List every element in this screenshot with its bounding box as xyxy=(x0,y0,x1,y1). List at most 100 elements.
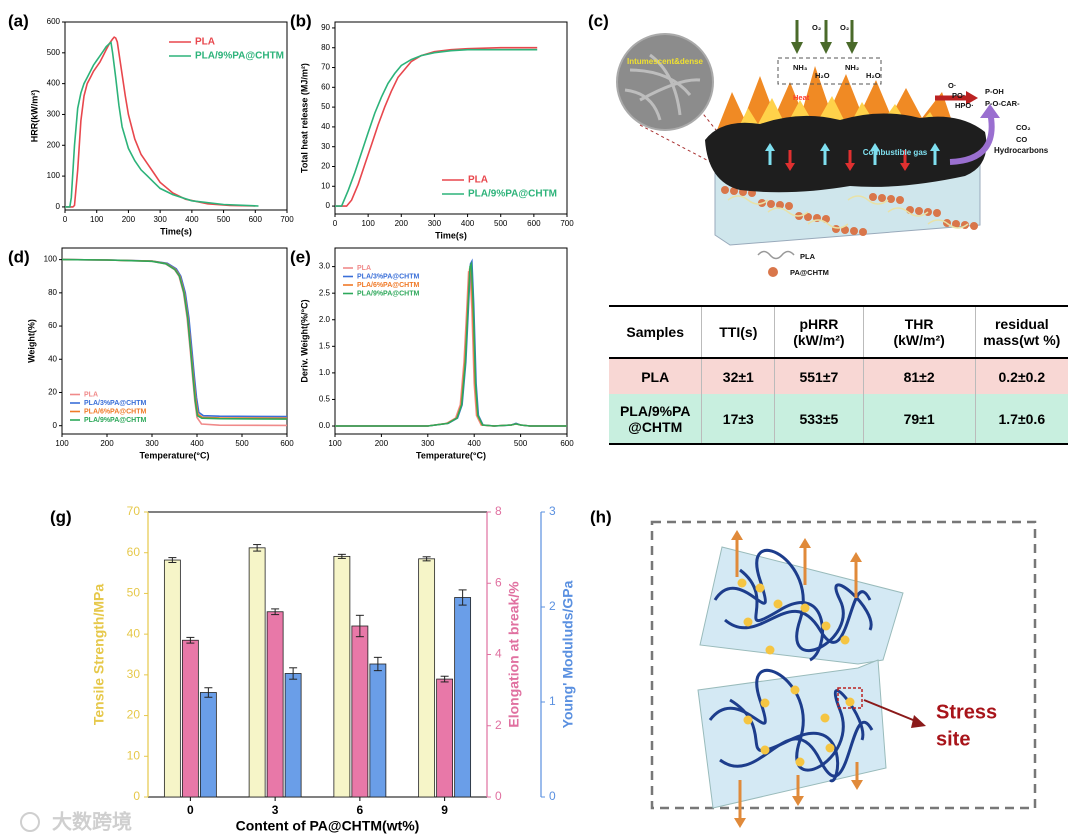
y-tick-label: 2 xyxy=(495,718,502,732)
x-tick-label: 200 xyxy=(395,219,409,228)
crosslink xyxy=(845,697,855,707)
cell: PLA/9%PA @CHTM xyxy=(619,402,691,435)
x-tick-label: 400 xyxy=(468,439,482,448)
diagram-label: O₂ xyxy=(812,23,821,32)
panel-label: (g) xyxy=(50,507,72,526)
stress-arrowhead xyxy=(799,538,811,548)
crosslink xyxy=(737,578,747,588)
y-tick-label: 400 xyxy=(47,79,61,88)
filler-particle xyxy=(878,194,886,202)
crosslink xyxy=(800,603,810,613)
polymer-chain xyxy=(887,207,929,217)
stress-arrowhead xyxy=(851,780,863,790)
diagram-label: O₂ xyxy=(840,23,849,32)
sem-texture xyxy=(649,53,682,116)
legend-label: PLA xyxy=(195,37,215,48)
table-header: Samples TTI(s) pHRR (kW/m²) THR (kW/m²) … xyxy=(609,306,1068,358)
x-axis-label: Time(s) xyxy=(160,226,192,236)
y-tick-label: 0.5 xyxy=(319,395,331,404)
series-line xyxy=(65,41,259,208)
bar xyxy=(418,558,436,798)
x-tick-label: 600 xyxy=(560,439,574,448)
y-tick-label: 70 xyxy=(321,63,330,72)
series-line xyxy=(65,36,256,208)
y-tick-label: 2.0 xyxy=(319,315,331,324)
legend-chain xyxy=(757,250,795,260)
annotation: site xyxy=(936,728,970,750)
stress-arrowhead xyxy=(734,818,746,828)
diagram-label: O· xyxy=(948,81,956,90)
polymer-chain xyxy=(767,207,809,217)
y-tick-label: 8 xyxy=(495,504,502,518)
y-tick-label: 0 xyxy=(53,421,58,430)
x-tick-label: 200 xyxy=(375,439,389,448)
plot-frame xyxy=(334,247,568,435)
cell: PLA xyxy=(641,368,670,385)
panel-label: (c) xyxy=(588,11,609,30)
x-tick-label: 600 xyxy=(249,215,263,224)
gas-arrowhead xyxy=(765,143,775,151)
y-axis-label: Deriv. Weight(%/°C) xyxy=(299,299,309,382)
diagram-label: NH₃ xyxy=(793,63,808,72)
watermark-logo xyxy=(20,812,40,832)
y-tick-label: 1.0 xyxy=(319,368,331,377)
polymer-chain xyxy=(727,195,769,205)
x-tick-label: 300 xyxy=(421,439,435,448)
diagram-label: P-OH xyxy=(985,87,1004,96)
diagram-label: Hydrocarbons xyxy=(994,146,1049,155)
header-cell: residual mass(wt %) xyxy=(974,306,1068,358)
legend-label: PLA/6%PA@CHTM xyxy=(357,282,419,289)
y-tick-label: 20 xyxy=(48,388,57,397)
diagram-label: PO· xyxy=(952,91,965,100)
x-axis-label: Temperature(°C) xyxy=(416,450,486,460)
legend-label: PLA/9%PA@CHTM xyxy=(195,51,284,62)
y-tick-label: 20 xyxy=(127,708,141,722)
stress-arrowhead xyxy=(731,530,743,540)
panel-label: (h) xyxy=(590,507,612,526)
polymer-chain xyxy=(713,548,873,652)
x-tick-label: 400 xyxy=(461,219,475,228)
polymer-chain xyxy=(927,219,969,229)
x-tick-label: 3 xyxy=(272,803,279,817)
filler-particle xyxy=(952,220,960,228)
y-tick-label: 0 xyxy=(549,789,556,803)
y-tick-label: 200 xyxy=(47,140,61,149)
crosslink xyxy=(825,743,835,753)
heat-arrowhead xyxy=(900,163,910,171)
header-cell: THR (kW/m²) xyxy=(862,306,976,358)
filler-particle xyxy=(804,213,812,221)
filler-particle xyxy=(869,193,877,201)
y-axis-label: Young' Moduluds/GPa xyxy=(560,580,576,728)
filler-particle xyxy=(785,202,793,210)
legend-label: PLA/9%PA@CHTM xyxy=(468,189,557,200)
y-tick-label: 40 xyxy=(127,626,141,640)
y-tick-label: 2 xyxy=(549,599,556,613)
x-axis-label: Content of PA@CHTM(wt%) xyxy=(236,818,420,834)
y-tick-label: 0 xyxy=(56,202,61,211)
x-tick-label: 700 xyxy=(560,219,574,228)
filler-particle xyxy=(841,226,849,234)
series-line xyxy=(335,260,567,427)
sem-texture xyxy=(639,78,701,102)
y-axis-label: HRR(kW/m²) xyxy=(29,90,39,143)
legend-label: PLA/6%PA@CHTM xyxy=(84,408,146,415)
y-tick-label: 3.0 xyxy=(319,262,331,271)
polymer-chain xyxy=(739,568,824,662)
y-tick-label: 6 xyxy=(495,575,502,589)
y-tick-label: 70 xyxy=(127,504,141,518)
y-axis-label: Tensile Strength/MPa xyxy=(91,584,107,726)
diagram-label: CO₂ xyxy=(1016,123,1031,132)
y-tick-label: 600 xyxy=(47,17,61,26)
filler-particle xyxy=(915,207,923,215)
diagram-label: H₂O xyxy=(815,71,830,80)
crosslink xyxy=(840,635,850,645)
x-tick-label: 100 xyxy=(55,439,69,448)
plot-frame xyxy=(61,247,288,435)
filler-particle xyxy=(850,227,858,235)
crosslink xyxy=(760,698,770,708)
header-cell: TTI(s) xyxy=(701,306,775,358)
filler-particle xyxy=(721,186,729,194)
x-tick-label: 500 xyxy=(494,219,508,228)
sem-texture xyxy=(624,88,662,121)
y-tick-label: 30 xyxy=(321,142,330,151)
